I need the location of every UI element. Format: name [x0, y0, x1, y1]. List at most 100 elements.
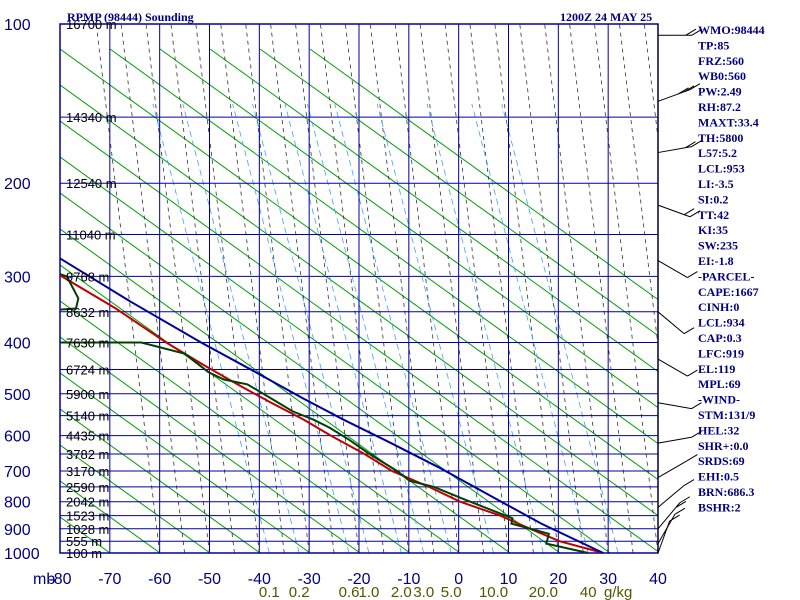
mixing-ratio-line — [307, 103, 425, 554]
height-label: 9768 m — [66, 269, 109, 284]
height-label: 7630 m — [66, 335, 109, 350]
wind-barb — [657, 454, 698, 478]
dry-adiabat — [60, 336, 361, 554]
series-line-2 — [60, 257, 604, 554]
wind-barb-flag — [689, 210, 701, 218]
series-line-1 — [60, 272, 589, 554]
temperature-tick-label: 30 — [599, 571, 617, 588]
dry-adiabat — [159, 48, 658, 409]
height-label: 1028 m — [66, 522, 109, 537]
wind-barb — [657, 479, 695, 508]
index-item: WB0:560 — [698, 69, 746, 83]
height-label: 555 m — [66, 534, 102, 549]
isotherm — [643, 23, 658, 142]
isotherm — [444, 23, 509, 554]
temperature-tick-label: 10 — [500, 571, 518, 588]
index-item: -PARCEL- — [698, 269, 754, 283]
wind-barb-staff — [657, 260, 688, 278]
wind-barb — [657, 311, 695, 335]
temperature-tick-label: -40 — [248, 571, 271, 588]
wind-barb-flag — [669, 514, 680, 522]
pressure-tick-label: 200 — [4, 176, 31, 193]
index-item: KI:35 — [698, 223, 728, 237]
temperature-tick-label: -60 — [148, 571, 171, 588]
wind-barb-flag — [687, 369, 698, 377]
index-item: WMO:98444 — [698, 23, 765, 37]
wind-barb-flag — [679, 496, 691, 504]
isotherm — [195, 23, 260, 554]
chart-date: 1200Z 24 MAY 25 — [560, 10, 652, 24]
index-item: SW:235 — [698, 239, 738, 253]
height-label: 100 m — [66, 546, 102, 561]
mixing-ratio-line — [471, 103, 589, 554]
wind-barb-flag — [689, 83, 701, 91]
isotherm — [369, 23, 435, 554]
isotherm — [394, 23, 460, 554]
wind-barb — [657, 496, 691, 530]
index-item: FRZ:560 — [698, 54, 744, 68]
temperature-tick-label: -80 — [48, 571, 71, 588]
dry-adiabat — [60, 84, 658, 517]
pressure-tick-label: 300 — [4, 269, 31, 286]
index-item: LCL:953 — [698, 162, 745, 176]
index-item: BRN:686.3 — [698, 485, 754, 499]
isotherm — [569, 23, 634, 554]
index-item: SI:0.2 — [698, 192, 728, 206]
wind-barb-flag — [674, 507, 686, 515]
wind-barb-flag — [685, 141, 696, 149]
pressure-tick-label: 100 — [4, 17, 31, 34]
temperature-tick-label: -50 — [198, 571, 221, 588]
mixing-ratio-label: 3.0 — [413, 584, 434, 600]
height-label: 14340 m — [66, 110, 117, 125]
height-label: 5140 m — [66, 409, 109, 424]
dry-adiabat — [60, 300, 411, 554]
index-item: CAPE:1667 — [698, 285, 759, 299]
isotherm — [344, 23, 410, 554]
mixing-ratio-label: 40 — [580, 584, 597, 600]
index-item: -WIND- — [698, 393, 740, 407]
isotherm — [320, 23, 385, 554]
wind-barb — [657, 358, 698, 377]
dry-adiabat — [60, 444, 211, 554]
temperature-tick-label: 20 — [549, 571, 567, 588]
mixing-ratio-line — [182, 103, 300, 554]
height-label: 12540 m — [66, 176, 117, 191]
isotherm — [419, 23, 484, 554]
wind-barb — [657, 514, 680, 554]
chart-title: RPMP (98444) Sounding — [67, 10, 194, 24]
height-label: 8632 m — [66, 305, 109, 320]
index-item: EL:119 — [698, 362, 735, 376]
wind-barb-flag — [691, 430, 702, 438]
temperature-tick-label: -10 — [397, 571, 420, 588]
wind-barb-staff — [657, 485, 685, 508]
temperature-tick-label: 40 — [649, 571, 667, 588]
height-label: 6724 m — [66, 363, 109, 378]
pressure-tick-label: 900 — [4, 522, 31, 539]
isotherm — [544, 23, 609, 554]
series-line-0 — [60, 273, 604, 554]
mixing-ratio-label: g/kg — [604, 584, 632, 600]
pressure-tick-label: 1000 — [4, 546, 40, 563]
wind-barb-flag — [683, 85, 695, 93]
mixing-ratio-label: 0.1 — [259, 584, 280, 600]
wind-barb-flag — [678, 87, 689, 95]
isotherm — [295, 23, 360, 554]
index-item: EI:-1.8 — [698, 254, 734, 268]
dry-adiabat — [60, 120, 658, 553]
index-item: MPL:69 — [698, 377, 741, 391]
index-item: SHR+:0.0 — [698, 439, 749, 453]
index-item: CINH:0 — [698, 300, 739, 314]
isotherm — [270, 23, 335, 554]
wind-barb-staff — [657, 460, 688, 478]
index-item: EHI:0.5 — [698, 470, 739, 484]
wind-barb-staff — [657, 358, 688, 377]
wind-barb-flag — [691, 402, 702, 410]
sounding-traces — [60, 257, 604, 554]
wind-barb-flag — [675, 501, 687, 508]
mixing-ratio-line — [334, 103, 452, 554]
temperature-tick-label: -20 — [347, 571, 370, 588]
mixing-ratio-line — [501, 103, 619, 554]
index-item: STM:131/9 — [698, 408, 755, 422]
pressure-tick-label: 700 — [4, 464, 31, 481]
